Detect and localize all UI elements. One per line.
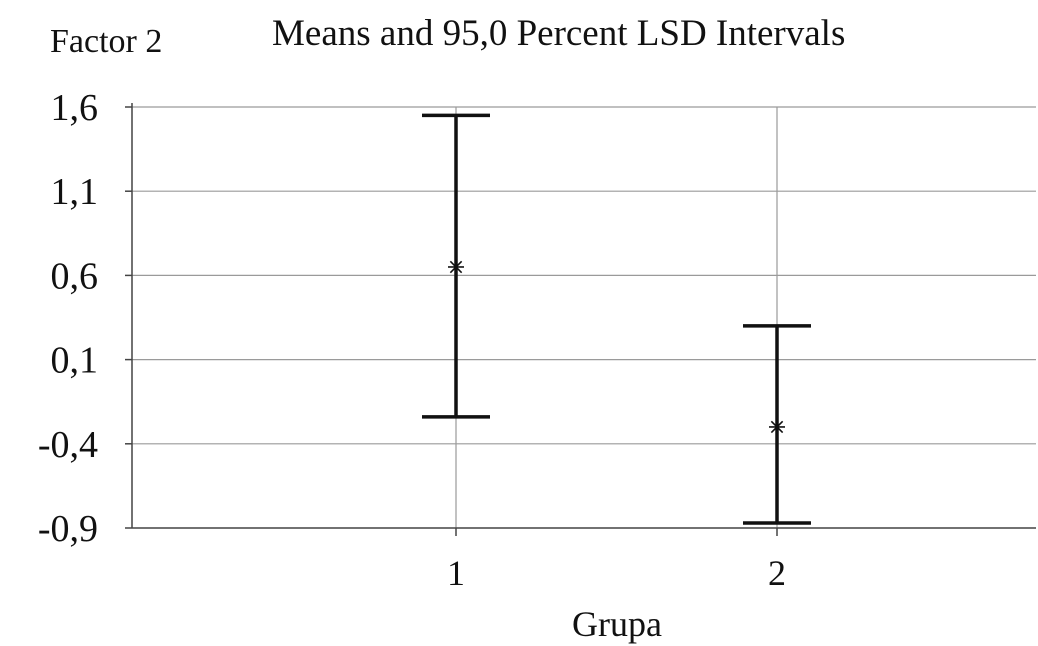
error-bar: [743, 324, 811, 525]
mean-marker: [448, 258, 464, 275]
x-tick-label: 1: [447, 553, 465, 593]
y-tick-labels: 1,6 1,1 0,6 0,1 -0,4 -0,9: [38, 87, 98, 550]
y-tick-label: 0,6: [51, 255, 99, 297]
grid: [132, 106, 1036, 528]
y-tick-label: 1,1: [51, 171, 99, 213]
y-tick-label: -0,4: [38, 424, 98, 466]
y-tick-label: 1,6: [51, 87, 99, 129]
x-tick-label: 2: [768, 553, 786, 593]
mean-marker: [769, 418, 785, 435]
error-bars: [422, 113, 811, 525]
y-tick-label: -0,9: [38, 508, 98, 550]
x-axis-label: Grupa: [572, 604, 662, 644]
axes: [125, 103, 1036, 536]
chart-title: Means and 95,0 Percent LSD Intervals: [272, 13, 845, 54]
error-bar: [422, 113, 490, 419]
y-axis-label: Factor 2: [50, 23, 162, 60]
y-tick-label: 0,1: [51, 340, 99, 382]
